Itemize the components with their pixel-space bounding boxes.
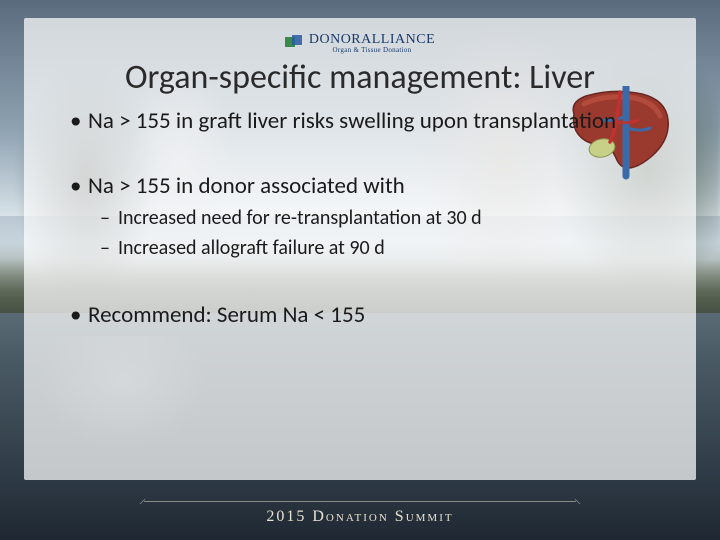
logo-subtitle: Organ & Tissue Donation [309,46,435,54]
footer-text: 2015 Donation Summit [0,508,720,526]
list-item: Increased need for re-transplantation at… [100,205,668,231]
list-item: Recommend: Serum Na < 155 [70,301,668,330]
logo-icon [285,35,303,49]
logo-text-b: ALLIANCE [361,32,435,47]
logo-text-a: DONOR [309,32,361,47]
logo: DONORALLIANCE Organ & Tissue Donation [52,30,668,54]
spacer [52,261,668,295]
content-panel: DONORALLIANCE Organ & Tissue Donation Or… [24,18,696,480]
list-item: Na > 155 in graft liver risks swelling u… [70,107,668,136]
list-item: Increased allograft failure at 90 d [100,235,668,261]
list-item: Na > 155 in donor associated with [70,172,668,201]
footer-divider [144,501,576,502]
slide: DONORALLIANCE Organ & Tissue Donation Or… [0,0,720,540]
